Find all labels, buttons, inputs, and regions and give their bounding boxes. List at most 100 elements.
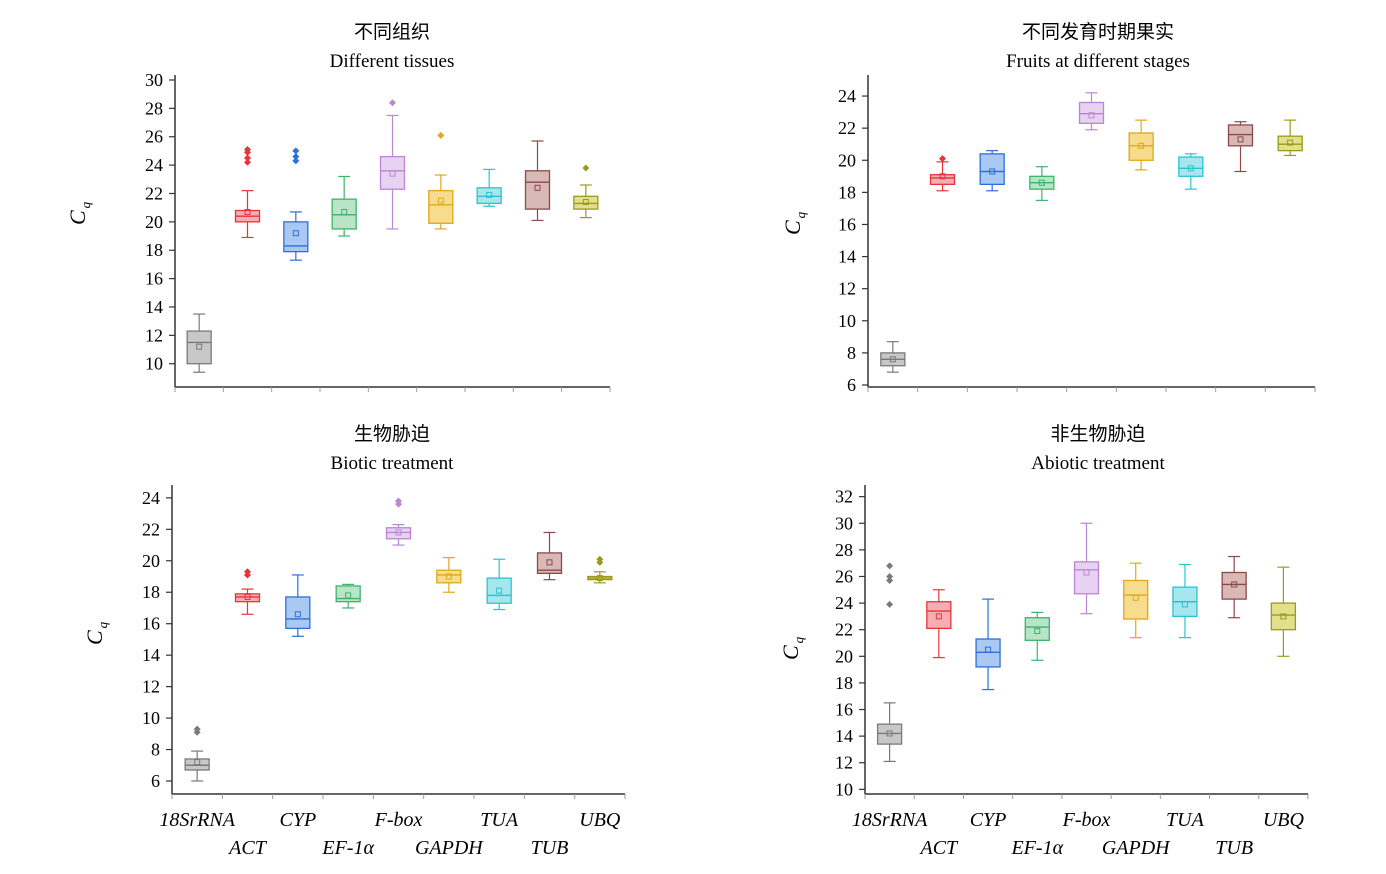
box-F-box bbox=[385, 497, 412, 546]
box-GAPDH bbox=[1123, 562, 1149, 639]
box-TUB bbox=[1221, 555, 1247, 619]
chart-panel-4: 非生物胁迫 Abiotic treatment 10 12 14 16 18 20 22 24 26… bbox=[778, 423, 1309, 859]
box-18SrRNA bbox=[876, 562, 903, 763]
box-ACT bbox=[234, 146, 261, 239]
y-axis-label-subscript: q bbox=[95, 621, 110, 628]
box-iqr bbox=[486, 577, 512, 604]
box-ACT bbox=[926, 589, 952, 659]
y-tick-label: 8 bbox=[151, 740, 160, 760]
box-iqr bbox=[436, 569, 462, 584]
box-EF-1α bbox=[331, 175, 357, 237]
box-mean-marker bbox=[294, 611, 301, 618]
box-mean-marker bbox=[292, 230, 299, 237]
outlier-point bbox=[244, 154, 251, 162]
x-tick-label: F-box bbox=[1062, 809, 1111, 831]
y-tick-label: 22 bbox=[145, 183, 163, 203]
box-iqr bbox=[283, 221, 309, 253]
y-tick-label: 16 bbox=[145, 269, 163, 289]
y-tick-label: 22 bbox=[142, 519, 160, 539]
y-tick-label: 24 bbox=[145, 155, 163, 175]
chart-title: 生物胁迫 bbox=[354, 423, 430, 445]
box-CYP bbox=[979, 150, 1005, 192]
box-EF-1α bbox=[1029, 166, 1055, 201]
x-tick-label: EF-1α bbox=[321, 837, 374, 859]
y-tick-label: 16 bbox=[835, 700, 853, 720]
box-mean-marker bbox=[445, 573, 452, 580]
outlier-point bbox=[437, 131, 445, 139]
y-axis-label: Cq bbox=[82, 621, 110, 645]
box-mean-marker bbox=[1181, 601, 1188, 608]
box-iqr bbox=[285, 596, 311, 630]
box-mean-marker bbox=[1231, 581, 1238, 588]
box-UBQ bbox=[573, 164, 599, 219]
y-axis-label: Cq bbox=[778, 636, 806, 660]
outlier-point bbox=[244, 146, 251, 154]
y-tick-label: 20 bbox=[838, 150, 856, 170]
y-tick-label: 10 bbox=[142, 708, 160, 728]
y-tick-label: 12 bbox=[142, 677, 160, 697]
chart-subtitle: Different tissues bbox=[330, 51, 455, 72]
x-tick-label: GAPDH bbox=[1102, 837, 1171, 859]
box-mean-marker bbox=[1187, 165, 1194, 172]
box-F-box bbox=[1078, 92, 1105, 131]
chart-panel-1: 不同组织 Different tissues 10 12 14 16 18 20 22 24 26 2… bbox=[65, 21, 611, 392]
outlier-point bbox=[886, 576, 894, 584]
x-tick-label: F-box bbox=[374, 809, 423, 831]
outlier-point bbox=[292, 153, 300, 161]
box-TUA bbox=[486, 558, 512, 611]
y-tick-label: 24 bbox=[142, 488, 160, 508]
y-tick-label: 8 bbox=[847, 343, 856, 363]
y-tick-label: 28 bbox=[835, 540, 853, 560]
y-tick-label: 20 bbox=[145, 212, 163, 232]
box-CYP bbox=[975, 598, 1001, 691]
x-tick-label: CYP bbox=[970, 809, 1007, 831]
box-UBQ bbox=[587, 555, 613, 584]
y-tick-label: 10 bbox=[145, 354, 163, 374]
box-mean-marker bbox=[989, 168, 996, 175]
y-tick-label: 14 bbox=[838, 247, 856, 267]
x-tick-label: 18SrRNA bbox=[159, 809, 235, 831]
box-iqr bbox=[1128, 132, 1154, 161]
x-tick-label: TUB bbox=[1215, 837, 1253, 859]
x-tick-label: CYP bbox=[279, 809, 316, 831]
y-tick-label: 6 bbox=[151, 771, 160, 791]
box-mean-marker bbox=[1038, 179, 1045, 186]
outlier-point bbox=[389, 99, 396, 107]
box-mean-marker bbox=[596, 575, 603, 582]
y-tick-label: 14 bbox=[142, 645, 160, 665]
box-mean-marker bbox=[437, 197, 444, 204]
box-iqr bbox=[1123, 579, 1149, 620]
outlier-point bbox=[886, 562, 894, 570]
x-tick-label: ACT bbox=[227, 837, 268, 859]
box-mean-marker bbox=[889, 356, 896, 363]
box-mean-marker bbox=[244, 208, 251, 215]
chart-title: 非生物胁迫 bbox=[1050, 423, 1145, 445]
box-iqr bbox=[186, 330, 212, 365]
box-EF-1α bbox=[335, 583, 361, 609]
y-axis-label-subscript: q bbox=[78, 201, 93, 208]
box-mean-marker bbox=[939, 173, 946, 180]
outlier-point bbox=[292, 157, 300, 165]
box-F-box bbox=[379, 99, 406, 230]
y-tick-label: 26 bbox=[835, 566, 853, 586]
outlier-point bbox=[244, 158, 251, 166]
y-tick-label: 22 bbox=[838, 118, 856, 138]
box-mean-marker bbox=[1237, 136, 1244, 143]
box-TUB bbox=[524, 140, 551, 222]
box-mean-marker bbox=[345, 592, 352, 599]
y-tick-label: 30 bbox=[835, 513, 853, 533]
box-mean-marker bbox=[196, 343, 203, 350]
y-tick-label: 20 bbox=[142, 551, 160, 571]
box-CYP bbox=[285, 574, 311, 637]
y-tick-label: 24 bbox=[838, 86, 856, 106]
outlier-point bbox=[395, 497, 402, 505]
x-tick-label: 18SrRNA bbox=[852, 809, 928, 831]
x-tick-label: TUA bbox=[1166, 809, 1205, 831]
box-mean-marker bbox=[534, 184, 541, 191]
box-iqr bbox=[1024, 617, 1050, 641]
y-axis-label-subscript: q bbox=[793, 211, 808, 218]
box-mean-marker bbox=[1138, 142, 1145, 149]
x-tick-label: EF-1α bbox=[1010, 837, 1063, 859]
box-18SrRNA bbox=[186, 313, 212, 373]
